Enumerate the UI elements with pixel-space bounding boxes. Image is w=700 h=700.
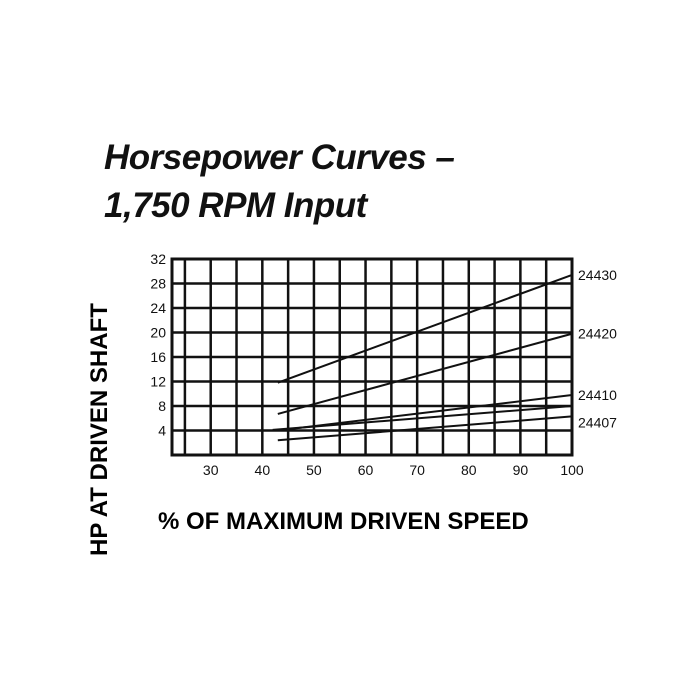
series-label-24420: 24420	[578, 326, 617, 342]
y-tick-label: 20	[150, 325, 166, 341]
reference-line	[272, 405, 573, 431]
series-line-24420	[277, 332, 573, 415]
y-axis-label: HP AT DRIVEN SHAFT	[86, 303, 113, 556]
y-tick-label: 12	[150, 374, 166, 390]
y-tick-label: 16	[150, 349, 166, 365]
series-lines	[172, 273, 573, 442]
x-tick-label: 30	[203, 462, 219, 478]
chart-subtitle: 1,750 RPM Input	[104, 186, 367, 225]
series-label-24407: 24407	[578, 415, 617, 431]
grid	[172, 259, 572, 455]
y-tick-label: 4	[158, 423, 166, 439]
x-tick-label: 100	[560, 462, 584, 478]
plot-frame	[170, 257, 574, 457]
y-tick-label: 8	[158, 398, 166, 414]
x-tick-labels: 30 40 50 60 70 80 90 100	[203, 462, 584, 478]
x-tick-label: 80	[461, 462, 477, 478]
series-label-24430: 24430	[578, 267, 617, 283]
y-tick-label: 28	[150, 276, 166, 292]
series-line-24430	[277, 273, 573, 384]
x-tick-label: 70	[409, 462, 425, 478]
x-tick-label: 60	[358, 462, 374, 478]
series-label-24410: 24410	[578, 387, 617, 403]
x-axis-label: % OF MAXIMUM DRIVEN SPEED	[158, 508, 529, 535]
chart-title: Horsepower Curves –	[104, 138, 455, 177]
x-tick-label: 90	[513, 462, 529, 478]
y-tick-labels: 4 8 12 16 20 24 28 32	[150, 251, 166, 439]
y-tick-label: 32	[150, 251, 166, 267]
y-tick-label: 24	[150, 300, 166, 316]
x-tick-label: 50	[306, 462, 322, 478]
series-line-24407	[277, 415, 573, 442]
x-tick-label: 40	[255, 462, 271, 478]
series-labels: 24430 24420 24410 24407	[578, 267, 617, 431]
